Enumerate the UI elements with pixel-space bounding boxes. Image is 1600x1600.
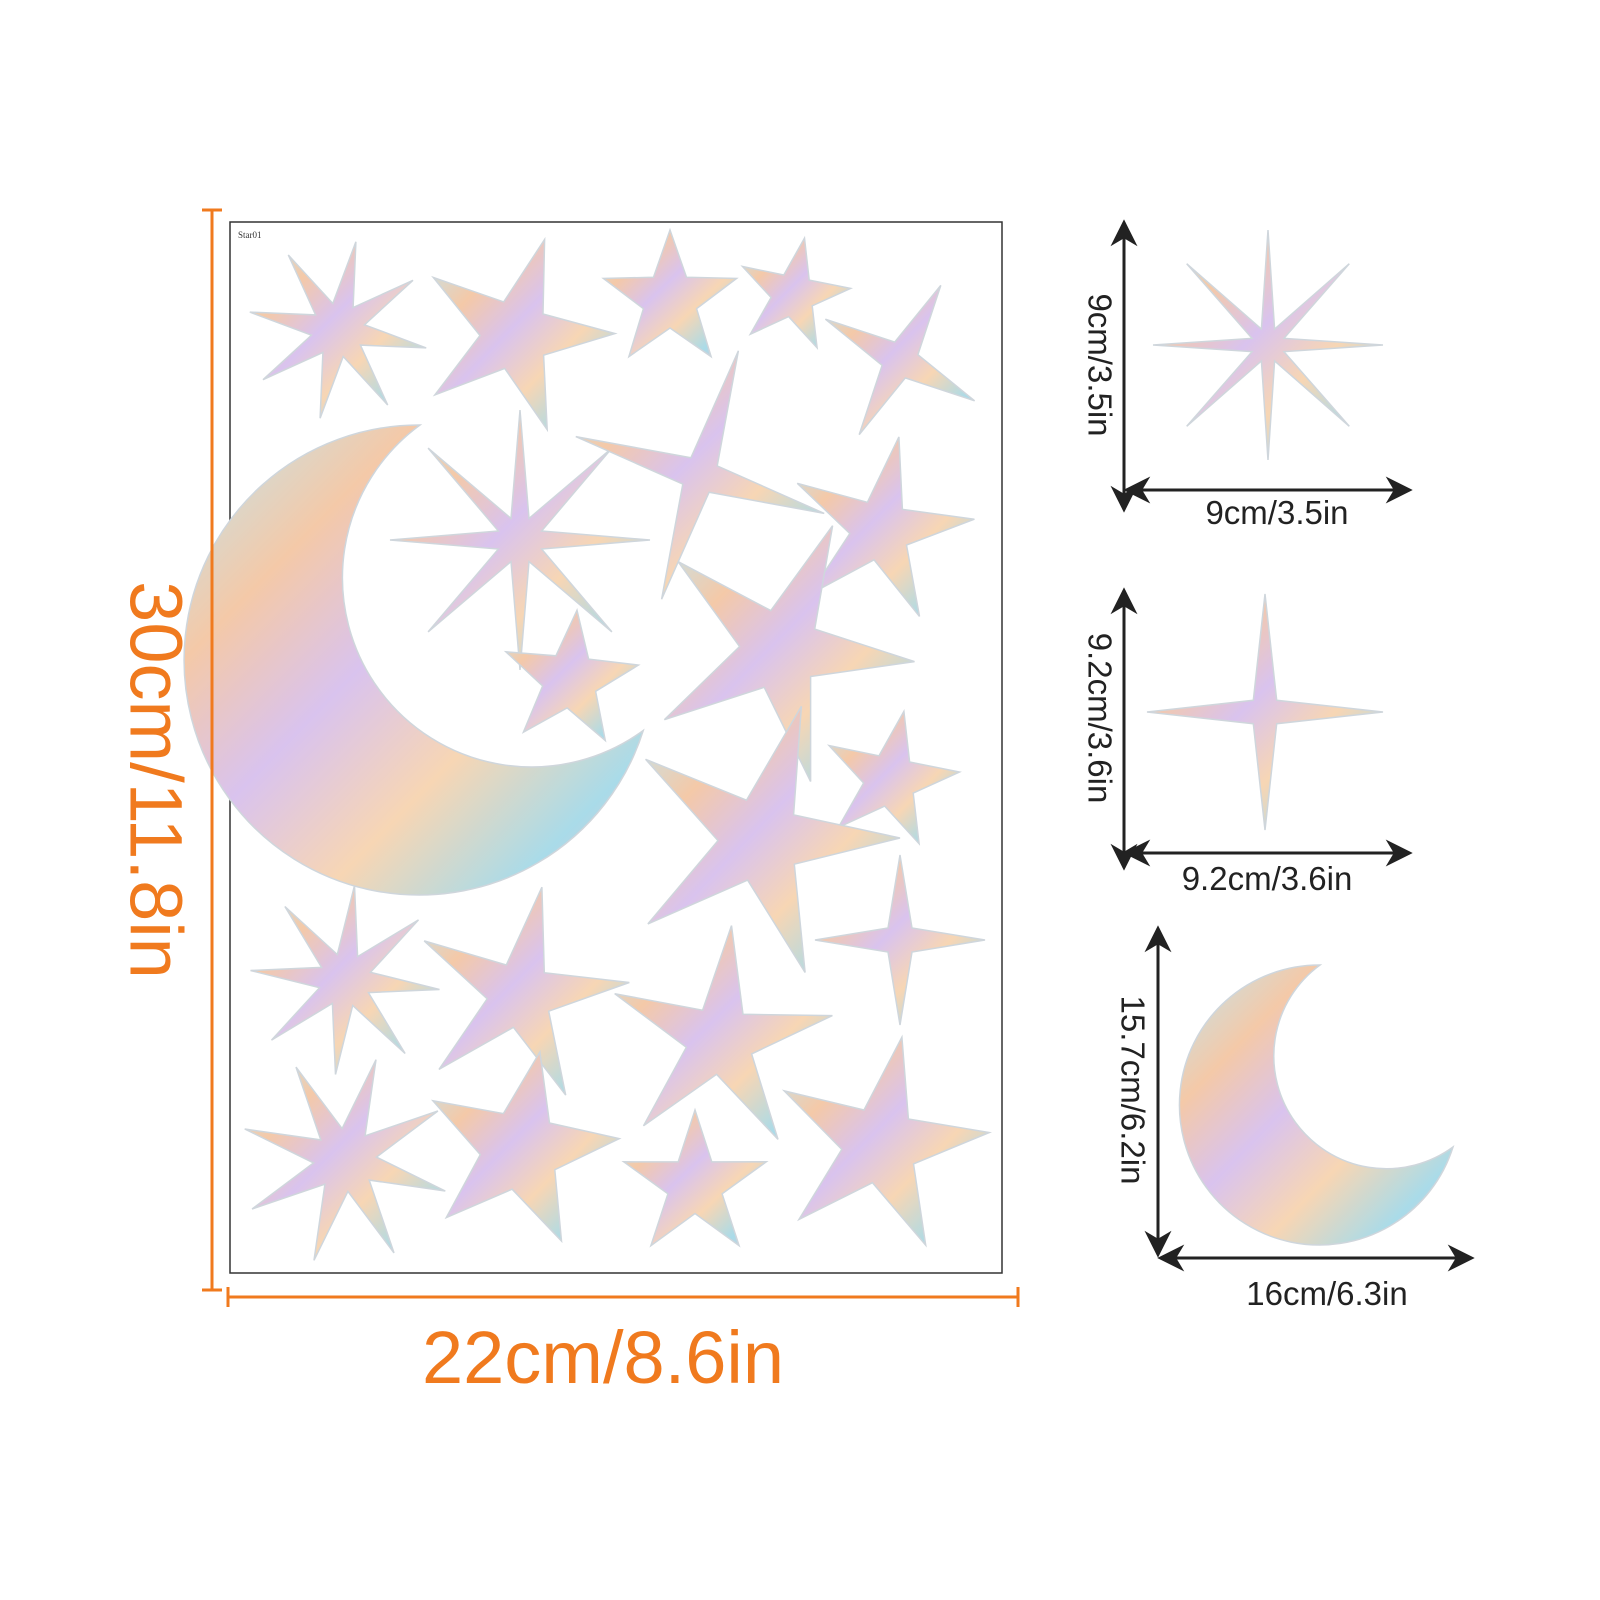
- sheet-width: 22cm/8.6in: [422, 1316, 784, 1399]
- sticker: [244, 1059, 446, 1261]
- sticker: [423, 886, 630, 1096]
- sticker: [430, 1049, 622, 1244]
- sticker: [814, 854, 986, 1026]
- item-width: 9cm/3.5in: [1205, 494, 1348, 531]
- item-width: 16cm/6.3in: [1246, 1275, 1407, 1312]
- sticker: [826, 709, 962, 846]
- sticker: [431, 236, 618, 433]
- sticker: [1178, 964, 1455, 1246]
- sticker: [250, 885, 440, 1075]
- sticker: [740, 235, 854, 351]
- item-width: 9.2cm/3.6in: [1182, 860, 1353, 897]
- item-height: 15.7cm/6.2in: [1114, 996, 1151, 1185]
- item-height: 9cm/3.5in: [1081, 293, 1118, 436]
- sticker: [575, 350, 825, 600]
- sticker: [663, 525, 915, 782]
- item-dimension-lines: [1110, 219, 1475, 1272]
- sticker: [389, 409, 651, 671]
- sticker: [824, 284, 976, 436]
- sheet-height: 30cm/11.8in: [114, 581, 197, 979]
- sticker: [249, 241, 427, 419]
- sticker: [621, 1107, 769, 1248]
- sticker: [1146, 593, 1384, 831]
- sticker: [645, 705, 901, 973]
- sticker: [796, 436, 975, 617]
- sticker: [183, 424, 645, 896]
- sticker: [614, 925, 833, 1140]
- sticker: [781, 1034, 993, 1248]
- sticker: [1152, 229, 1384, 461]
- item-height: 9.2cm/3.6in: [1081, 633, 1118, 804]
- sheet-dimension-lines: [202, 208, 1020, 1307]
- sticker: [601, 227, 739, 359]
- sticker: [503, 608, 641, 743]
- sheet-label: Star01: [238, 230, 262, 240]
- stickers: [183, 227, 1455, 1261]
